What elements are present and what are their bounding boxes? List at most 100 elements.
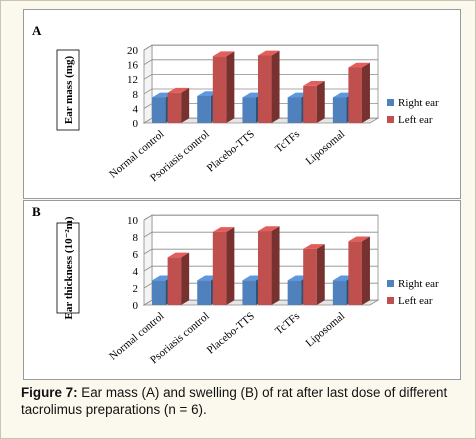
panel-label-a: A [32, 23, 42, 38]
bar-front-b-4-1 [348, 241, 362, 305]
bar-top-b-4-1 [348, 236, 370, 242]
gridline-a-2 [143, 88, 378, 95]
bar-top-a-4-1 [348, 62, 370, 68]
panel-label-b: B [32, 204, 41, 219]
legend-label-a-1: Left ear [398, 114, 433, 126]
bar-front-a-0-1 [167, 92, 182, 123]
bar-b-4-1 [348, 236, 370, 305]
bar-side-b-0-1 [181, 252, 190, 305]
y-axis-label-box-a [56, 49, 80, 131]
y-tick-label-a-3: 12 [127, 74, 138, 86]
x-tick-label-b-3: TcTFs [273, 310, 302, 337]
bar-front-a-0-0 [152, 97, 166, 123]
bar-a-3-1 [303, 80, 325, 123]
figure-caption: Figure 7: Ear mass (A) and swelling (B) … [21, 384, 467, 418]
bar-front-b-2-1 [258, 231, 272, 305]
bar-b-2-1 [258, 226, 280, 305]
gridline-b-2 [143, 265, 378, 272]
bar-top-b-0-1 [167, 252, 190, 258]
legend-swatch-b-1 [387, 297, 394, 304]
bar-side-b-3-1 [316, 244, 325, 305]
bar-side-b-1-1 [226, 227, 235, 305]
x-tick-label-a-2: Placebo-TTS [205, 128, 257, 175]
legend-label-a-0: Right ear [398, 97, 439, 109]
bar-front-b-0-1 [167, 257, 182, 305]
y-tick-label-a-0: 0 [133, 118, 139, 130]
y-axis-label-a: Ear mass (mg) [63, 56, 75, 125]
legend-swatch-a-1 [387, 116, 394, 123]
bar-side-b-4-1 [361, 236, 370, 305]
bar-front-a-2-1 [258, 55, 272, 123]
y-tick-label-b-1: 2 [133, 283, 139, 295]
bar-side-a-4-1 [361, 62, 370, 123]
bar-front-b-0-0 [152, 280, 166, 305]
bar-side-b-2-1 [271, 226, 280, 305]
y-tick-label-b-2: 4 [133, 266, 139, 278]
bar-front-b-4-0 [332, 280, 347, 305]
x-tick-label-b-4: Liposomal [304, 310, 348, 349]
y-tick-label-a-1: 4 [133, 103, 139, 115]
bar-front-a-2-0 [242, 97, 256, 123]
y-tick-label-b-4: 8 [133, 232, 139, 244]
bar-front-b-1-1 [212, 231, 227, 305]
legend-swatch-b-0 [387, 280, 394, 287]
x-tick-label-a-3: TcTFs [273, 128, 302, 155]
bar-a-0-1 [167, 87, 190, 123]
plot-side-wall-a [143, 44, 153, 124]
gridline-a-4 [143, 59, 378, 65]
bar-front-a-1-1 [212, 56, 227, 123]
gridline-b-3 [143, 248, 378, 255]
bar-top-a-0-1 [167, 87, 190, 93]
x-tick-label-a-4: Liposomal [304, 128, 348, 167]
bar-front-a-3-0 [287, 97, 302, 123]
bar-front-a-3-1 [303, 85, 317, 123]
legend-label-b-1: Left ear [398, 295, 433, 307]
y-tick-label-a-4: 16 [127, 60, 139, 72]
bar-front-a-4-1 [348, 67, 362, 123]
bar-front-a-4-0 [332, 97, 347, 123]
bar-side-a-2-1 [271, 50, 280, 123]
bar-top-b-1-1 [212, 227, 235, 232]
bar-top-a-1-1 [212, 51, 235, 57]
bar-a-1-1 [212, 51, 235, 123]
y-axis-label-box-b [56, 222, 80, 314]
y-tick-label-a-2: 8 [133, 89, 139, 101]
bar-top-a-2-1 [258, 50, 280, 56]
gridline-a-5 [143, 44, 378, 51]
caption-text: Ear mass (A) and swelling (B) of rat aft… [21, 385, 448, 417]
bar-b-0-1 [167, 252, 190, 305]
y-tick-label-b-0: 0 [133, 300, 139, 312]
y-tick-label-b-3: 6 [133, 249, 139, 261]
chart-panel-a: A 0 4 8 12 16 20 Ear mass (mg) Normal control Pso… [23, 9, 461, 199]
bar-b-1-1 [212, 227, 235, 305]
x-tick-label-b-2: Placebo-TTS [205, 310, 257, 357]
bar-front-b-2-0 [242, 280, 256, 305]
bar-front-b-3-1 [303, 248, 317, 305]
y-tick-label-a-5: 20 [127, 45, 139, 57]
bar-a-2-1 [258, 50, 280, 123]
bar-a-4-1 [348, 62, 370, 123]
legend-swatch-a-0 [387, 99, 394, 106]
bar-side-a-1-1 [226, 51, 235, 123]
bar-top-b-2-1 [258, 226, 280, 232]
bar-top-b-3-1 [303, 244, 325, 249]
chart-panel-b: B 0 2 4 6 8 10 Ear thickness (10⁻²m) Normal cont… [23, 200, 461, 380]
bar-front-a-1-0 [197, 95, 211, 123]
bar-front-b-1-0 [197, 280, 211, 305]
bar-b-3-1 [303, 244, 325, 305]
plot-side-wall-b [143, 214, 153, 306]
bar-side-a-3-1 [316, 80, 325, 123]
gridline-b-5 [143, 214, 378, 221]
gridline-a-3 [143, 74, 378, 80]
legend-label-b-0: Right ear [398, 278, 439, 290]
y-tick-label-b-5: 10 [127, 215, 139, 227]
bar-front-b-3-0 [287, 280, 302, 305]
caption-label: Figure 7: [21, 385, 78, 400]
bar-top-a-3-1 [303, 80, 325, 86]
gridline-b-4 [143, 231, 378, 238]
y-axis-label-b: Ear thickness (10⁻²m) [63, 216, 75, 319]
bar-side-a-0-1 [181, 87, 190, 123]
